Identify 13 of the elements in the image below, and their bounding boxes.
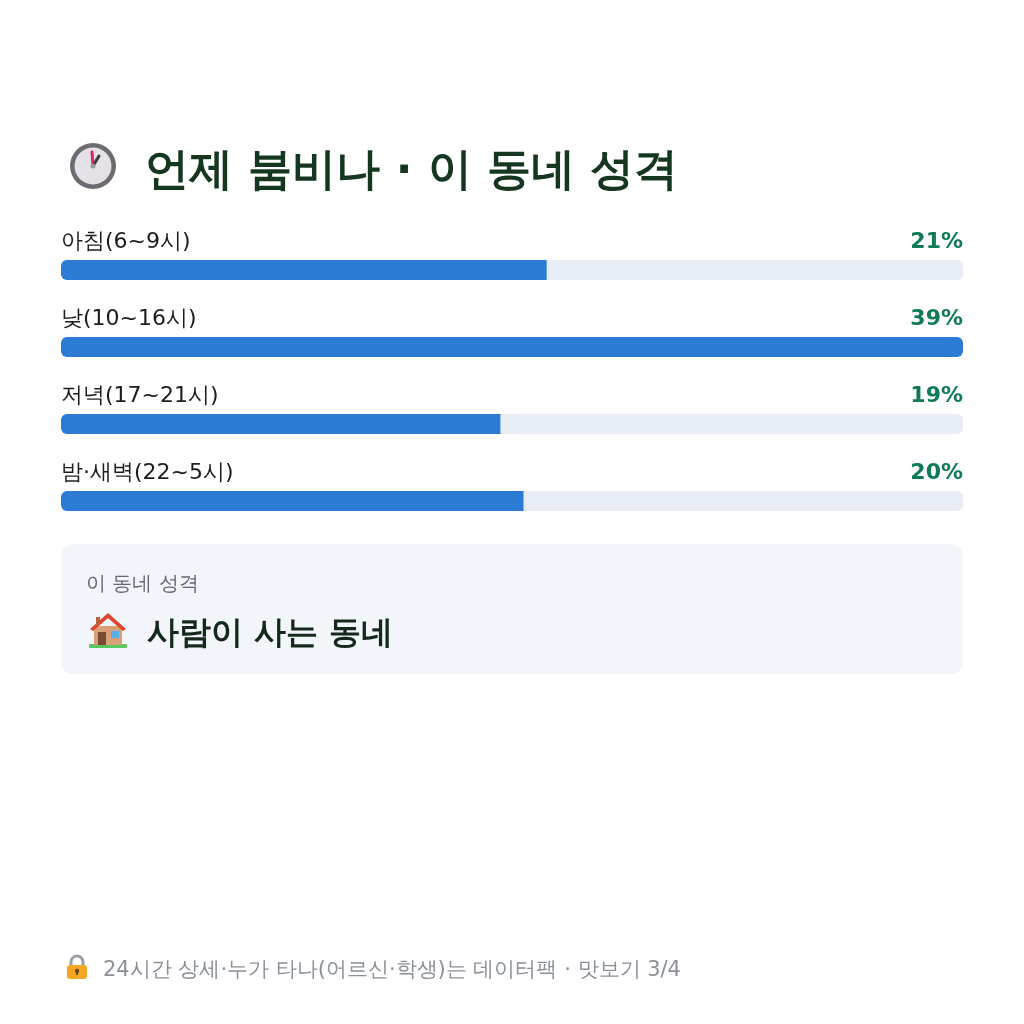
text: 이 동네 성격 [86, 571, 199, 595]
text: 24시간 상세·누가 타나(어르신·학생)는 데이터팩 · 맛보기 3/4 [103, 957, 681, 981]
y-tick-label: 아침(6~9시) [61, 228, 191, 253]
data-label: 21% [910, 228, 963, 253]
data-label: 20% [910, 459, 963, 484]
y-tick-label: 저녁(17~21시) [61, 382, 219, 407]
chart-title: 언제 붐비나 · 이 동네 성격 [145, 143, 679, 194]
text: 사람이 사는 동네 [147, 613, 394, 651]
y-tick-label: 낮(10~16시) [61, 305, 197, 330]
y-tick-label: 밤·새벽(22~5시) [61, 459, 234, 484]
data-label: 19% [910, 382, 963, 407]
data-label: 39% [910, 305, 963, 330]
bar [61, 337, 963, 357]
